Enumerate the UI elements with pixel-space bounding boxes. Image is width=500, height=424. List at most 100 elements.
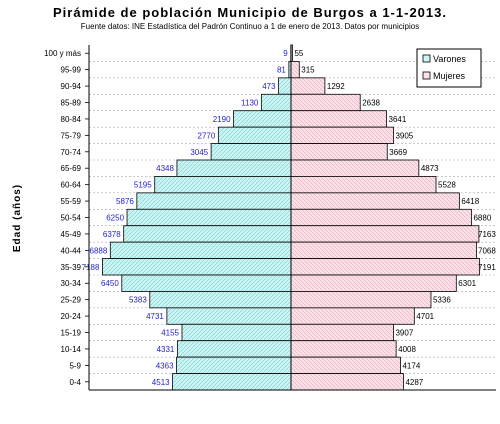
value-label-mujeres: 1292 bbox=[327, 82, 345, 91]
age-tick-label: 60-64 bbox=[61, 181, 82, 190]
age-tick-label: 30-34 bbox=[61, 279, 82, 288]
value-label-varones: 3045 bbox=[190, 148, 208, 157]
age-tick-label: 100 y más bbox=[44, 49, 81, 58]
value-label-mujeres: 4873 bbox=[421, 164, 439, 173]
age-tick-label: 5-9 bbox=[69, 361, 81, 370]
bar-varones bbox=[121, 274, 292, 292]
age-tick-label: 45-49 bbox=[61, 230, 82, 239]
value-label-mujeres: 3669 bbox=[389, 148, 407, 157]
age-tick-label: 50-54 bbox=[61, 214, 82, 223]
age-tick-labels: 100 y más 95-99 90-94 85-89 80-84 75-79 70-74 6… bbox=[44, 49, 89, 387]
bar-varones bbox=[176, 356, 292, 374]
bar-varones bbox=[126, 208, 292, 227]
bar-mujeres bbox=[290, 176, 437, 194]
age-tick-label: 55-59 bbox=[61, 197, 82, 206]
value-label-mujeres: 7191 bbox=[478, 263, 496, 272]
bar-mujeres bbox=[290, 373, 404, 391]
value-label-mujeres: 2638 bbox=[362, 99, 380, 108]
value-label-mujeres: 6301 bbox=[458, 279, 476, 288]
age-tick-label: 20-24 bbox=[61, 312, 82, 321]
bar-varones bbox=[176, 340, 292, 358]
legend: Varones Mujeres bbox=[416, 48, 482, 88]
value-label-varones: 2190 bbox=[213, 115, 231, 124]
value-label-mujeres: 4008 bbox=[398, 345, 416, 354]
value-label-varones: 6888 bbox=[90, 246, 108, 255]
value-label-mujeres: 4287 bbox=[405, 378, 423, 387]
bar-varones bbox=[166, 307, 292, 325]
y-axis-label: Edad (años) bbox=[12, 184, 23, 252]
bar-mujeres bbox=[290, 61, 300, 79]
bar-mujeres bbox=[290, 225, 480, 243]
age-tick-label: 0-4 bbox=[69, 378, 81, 387]
age-tick-label: 70-74 bbox=[61, 148, 82, 157]
value-label-varones: 4348 bbox=[156, 164, 174, 173]
value-label-varones: 1130 bbox=[241, 99, 259, 108]
value-label-varones: 5383 bbox=[129, 296, 147, 305]
value-label-mujeres: 7068 bbox=[478, 246, 496, 255]
legend-label-mujeres: Mujeres bbox=[433, 71, 466, 81]
value-label-varones: 6250 bbox=[106, 214, 124, 223]
value-label-varones: 4731 bbox=[146, 312, 164, 321]
value-label-varones: 5195 bbox=[134, 181, 152, 190]
age-tick-label: 85-89 bbox=[61, 99, 82, 108]
value-label-mujeres: 7163 bbox=[478, 230, 496, 239]
bar-mujeres bbox=[290, 110, 387, 128]
chart-subtitle: Fuente datos: INE Estadística del Padrón… bbox=[80, 22, 420, 31]
value-label-varones: 4155 bbox=[161, 329, 179, 338]
bar-mujeres bbox=[290, 159, 420, 177]
bar-varones bbox=[149, 291, 292, 309]
bar-varones bbox=[136, 192, 292, 210]
bar-varones bbox=[233, 110, 292, 128]
legend-label-varones: Varones bbox=[433, 54, 466, 64]
bar-mujeres bbox=[290, 241, 477, 259]
age-tick-label: 95-99 bbox=[61, 66, 82, 75]
bar-varones bbox=[172, 373, 292, 391]
bar-mujeres bbox=[290, 340, 397, 358]
age-tick-label: 75-79 bbox=[61, 131, 82, 140]
value-label-mujeres: 4701 bbox=[416, 312, 434, 321]
bar-mujeres bbox=[290, 208, 472, 227]
value-label-mujeres: 6880 bbox=[473, 214, 491, 223]
bar-varones bbox=[181, 323, 292, 342]
legend-swatch-mujeres bbox=[422, 71, 431, 80]
bar-mujeres bbox=[290, 258, 481, 276]
bar-varones bbox=[176, 159, 292, 177]
value-label-varones: 4331 bbox=[157, 345, 175, 354]
age-tick-label: 80-84 bbox=[61, 115, 82, 124]
bar-varones bbox=[278, 77, 292, 95]
bar-mujeres bbox=[290, 126, 394, 144]
bar-varones bbox=[260, 93, 292, 112]
bar-mujeres bbox=[290, 77, 326, 95]
value-label-mujeres: 3907 bbox=[395, 329, 413, 338]
value-labels: 9 55 81 315 473 1292 1130 2638 2190 3641 2770 3905 3… bbox=[82, 49, 497, 387]
age-tick-label: 25-29 bbox=[61, 296, 82, 305]
bar-mujeres bbox=[290, 323, 394, 342]
bar-mujeres bbox=[290, 356, 401, 374]
bar-mujeres bbox=[290, 274, 457, 292]
bar-varones bbox=[109, 241, 292, 259]
age-tick-label: 40-44 bbox=[61, 246, 82, 255]
value-label-varones: 4363 bbox=[156, 361, 174, 370]
bar-varones bbox=[210, 143, 292, 161]
value-label-mujeres: 5528 bbox=[438, 181, 456, 190]
value-label-varones: 9 bbox=[283, 49, 288, 58]
value-label-varones: 6378 bbox=[103, 230, 121, 239]
value-label-mujeres: 5336 bbox=[433, 296, 451, 305]
age-tick-label: 10-14 bbox=[61, 345, 82, 354]
age-tick-label: 15-19 bbox=[61, 329, 82, 338]
value-label-mujeres: 6418 bbox=[461, 197, 479, 206]
bars-varones bbox=[102, 44, 292, 391]
legend-swatch-varones bbox=[422, 54, 431, 63]
value-label-varones: 6450 bbox=[101, 279, 119, 288]
value-label-varones: 2770 bbox=[198, 131, 216, 140]
bar-mujeres bbox=[290, 307, 415, 325]
value-label-mujeres: 3641 bbox=[389, 115, 407, 124]
value-label-mujeres: 55 bbox=[294, 49, 303, 58]
bar-varones bbox=[217, 126, 292, 144]
value-label-varones: 81 bbox=[277, 66, 286, 75]
bar-mujeres bbox=[290, 291, 432, 309]
value-label-varones: 473 bbox=[262, 82, 276, 91]
value-label-varones: 4513 bbox=[152, 378, 170, 387]
value-label-mujeres: 4174 bbox=[402, 361, 420, 370]
